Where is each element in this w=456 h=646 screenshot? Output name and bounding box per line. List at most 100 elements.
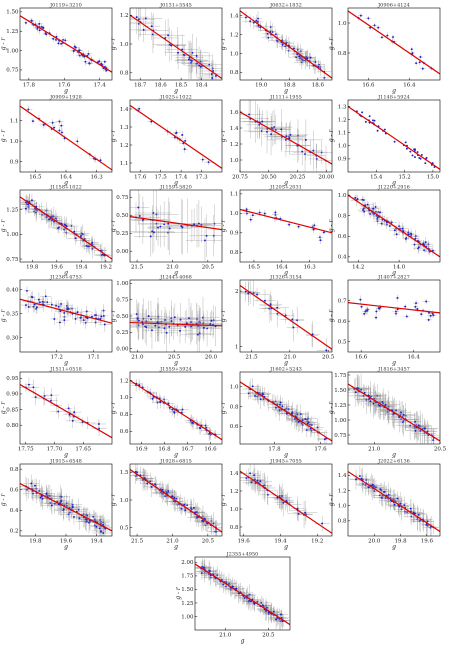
x-tick-label: 17.1 xyxy=(87,355,99,361)
data-point xyxy=(371,483,374,486)
data-point xyxy=(34,484,36,487)
data-point xyxy=(57,227,59,230)
y-tick-label: 1.3 xyxy=(338,104,347,110)
panel-frame xyxy=(347,463,441,537)
plot-area xyxy=(348,373,440,444)
data-point xyxy=(98,427,101,430)
x-tick-label: 17.3 xyxy=(195,175,208,181)
data-point xyxy=(199,65,202,68)
data-point xyxy=(248,600,251,602)
x-tick-label: 17.6 xyxy=(58,83,71,89)
data-point xyxy=(138,107,141,110)
y-tick-label: 1.00 xyxy=(334,418,347,424)
data-point xyxy=(151,230,154,233)
y-tick-label: 0.5 xyxy=(338,340,347,346)
y-tick-label: 0.75 xyxy=(334,433,347,439)
data-point xyxy=(313,224,316,227)
plot-area xyxy=(130,296,222,352)
data-point xyxy=(398,505,401,508)
panel-frame xyxy=(239,189,333,263)
fit-line xyxy=(130,14,222,80)
data-point xyxy=(151,33,154,36)
data-point xyxy=(208,570,211,573)
data-point xyxy=(134,470,137,473)
x-tick-label: 17.70 xyxy=(47,447,63,453)
y-axis-label: g - r xyxy=(0,309,7,323)
data-point xyxy=(142,28,145,31)
data-point xyxy=(354,196,357,199)
data-point xyxy=(266,130,268,133)
y-tick-label: 0.7 xyxy=(338,298,347,304)
plot-area xyxy=(20,286,112,332)
x-tick-label: 17.5 xyxy=(155,175,168,181)
data-point xyxy=(276,312,279,315)
data-point xyxy=(171,408,174,411)
y-tick-label: 1.6 xyxy=(230,110,239,116)
data-point xyxy=(33,303,36,306)
y-tick-label: 1.0 xyxy=(230,51,239,57)
panel-title: J1111+1955 xyxy=(269,95,302,101)
data-point xyxy=(410,232,412,235)
data-point xyxy=(270,133,273,136)
data-point xyxy=(157,226,160,229)
data-point xyxy=(152,231,155,234)
data-point xyxy=(377,26,380,29)
panel-frame xyxy=(19,189,113,263)
data-point xyxy=(210,520,213,522)
data-point xyxy=(300,58,303,60)
data-point xyxy=(171,495,174,498)
data-point xyxy=(426,520,429,523)
data-point xyxy=(170,44,173,47)
data-point xyxy=(249,472,252,475)
panel: J1559+5924 16.9 16.8 16.7 16.6 0.6 0.8 1.0 1.2 g g… xyxy=(110,367,223,459)
data-point xyxy=(137,206,140,209)
data-point xyxy=(62,508,65,511)
data-point xyxy=(312,228,315,231)
fit-line xyxy=(348,302,440,314)
data-point xyxy=(58,120,61,123)
data-point xyxy=(72,515,75,518)
data-point xyxy=(93,518,96,521)
data-point xyxy=(74,237,77,240)
data-point xyxy=(404,141,407,144)
data-point xyxy=(409,507,412,510)
panel-title: J1511+0518 xyxy=(49,367,82,373)
y-axis-label: g - r xyxy=(328,401,335,415)
data-point xyxy=(325,349,328,352)
data-point xyxy=(102,532,105,534)
y-tick-label: 1.0 xyxy=(338,503,347,509)
data-point xyxy=(27,305,30,308)
data-point xyxy=(275,618,278,621)
data-point xyxy=(161,488,164,491)
data-point xyxy=(361,483,364,485)
data-point xyxy=(51,504,53,507)
x-tick-label: 17.2 xyxy=(51,355,63,361)
data-point xyxy=(49,217,51,220)
fit-line xyxy=(348,383,440,442)
x-axis-label: g xyxy=(241,638,245,645)
x-axis-label: g xyxy=(174,360,178,367)
data-point xyxy=(379,211,382,214)
data-point xyxy=(81,233,84,236)
data-point xyxy=(252,21,255,24)
data-point xyxy=(135,16,138,19)
data-point xyxy=(403,504,406,507)
data-point xyxy=(248,113,251,116)
x-tick-label: 16.3 xyxy=(304,265,317,271)
data-point xyxy=(167,489,170,492)
data-point xyxy=(45,33,48,36)
panel-frame xyxy=(239,279,333,353)
data-point xyxy=(63,223,66,226)
data-point xyxy=(272,610,275,613)
plot-area xyxy=(240,280,332,352)
data-point xyxy=(249,218,252,221)
data-point xyxy=(299,57,301,60)
data-point xyxy=(167,34,170,37)
y-tick-label: 1.2 xyxy=(338,117,347,123)
y-tick-label: 0.50 xyxy=(116,213,129,219)
data-point xyxy=(426,430,429,433)
x-tick-label: 16.6 xyxy=(362,83,375,89)
fit-line xyxy=(20,15,112,73)
data-point xyxy=(65,231,68,234)
data-point xyxy=(92,515,95,518)
